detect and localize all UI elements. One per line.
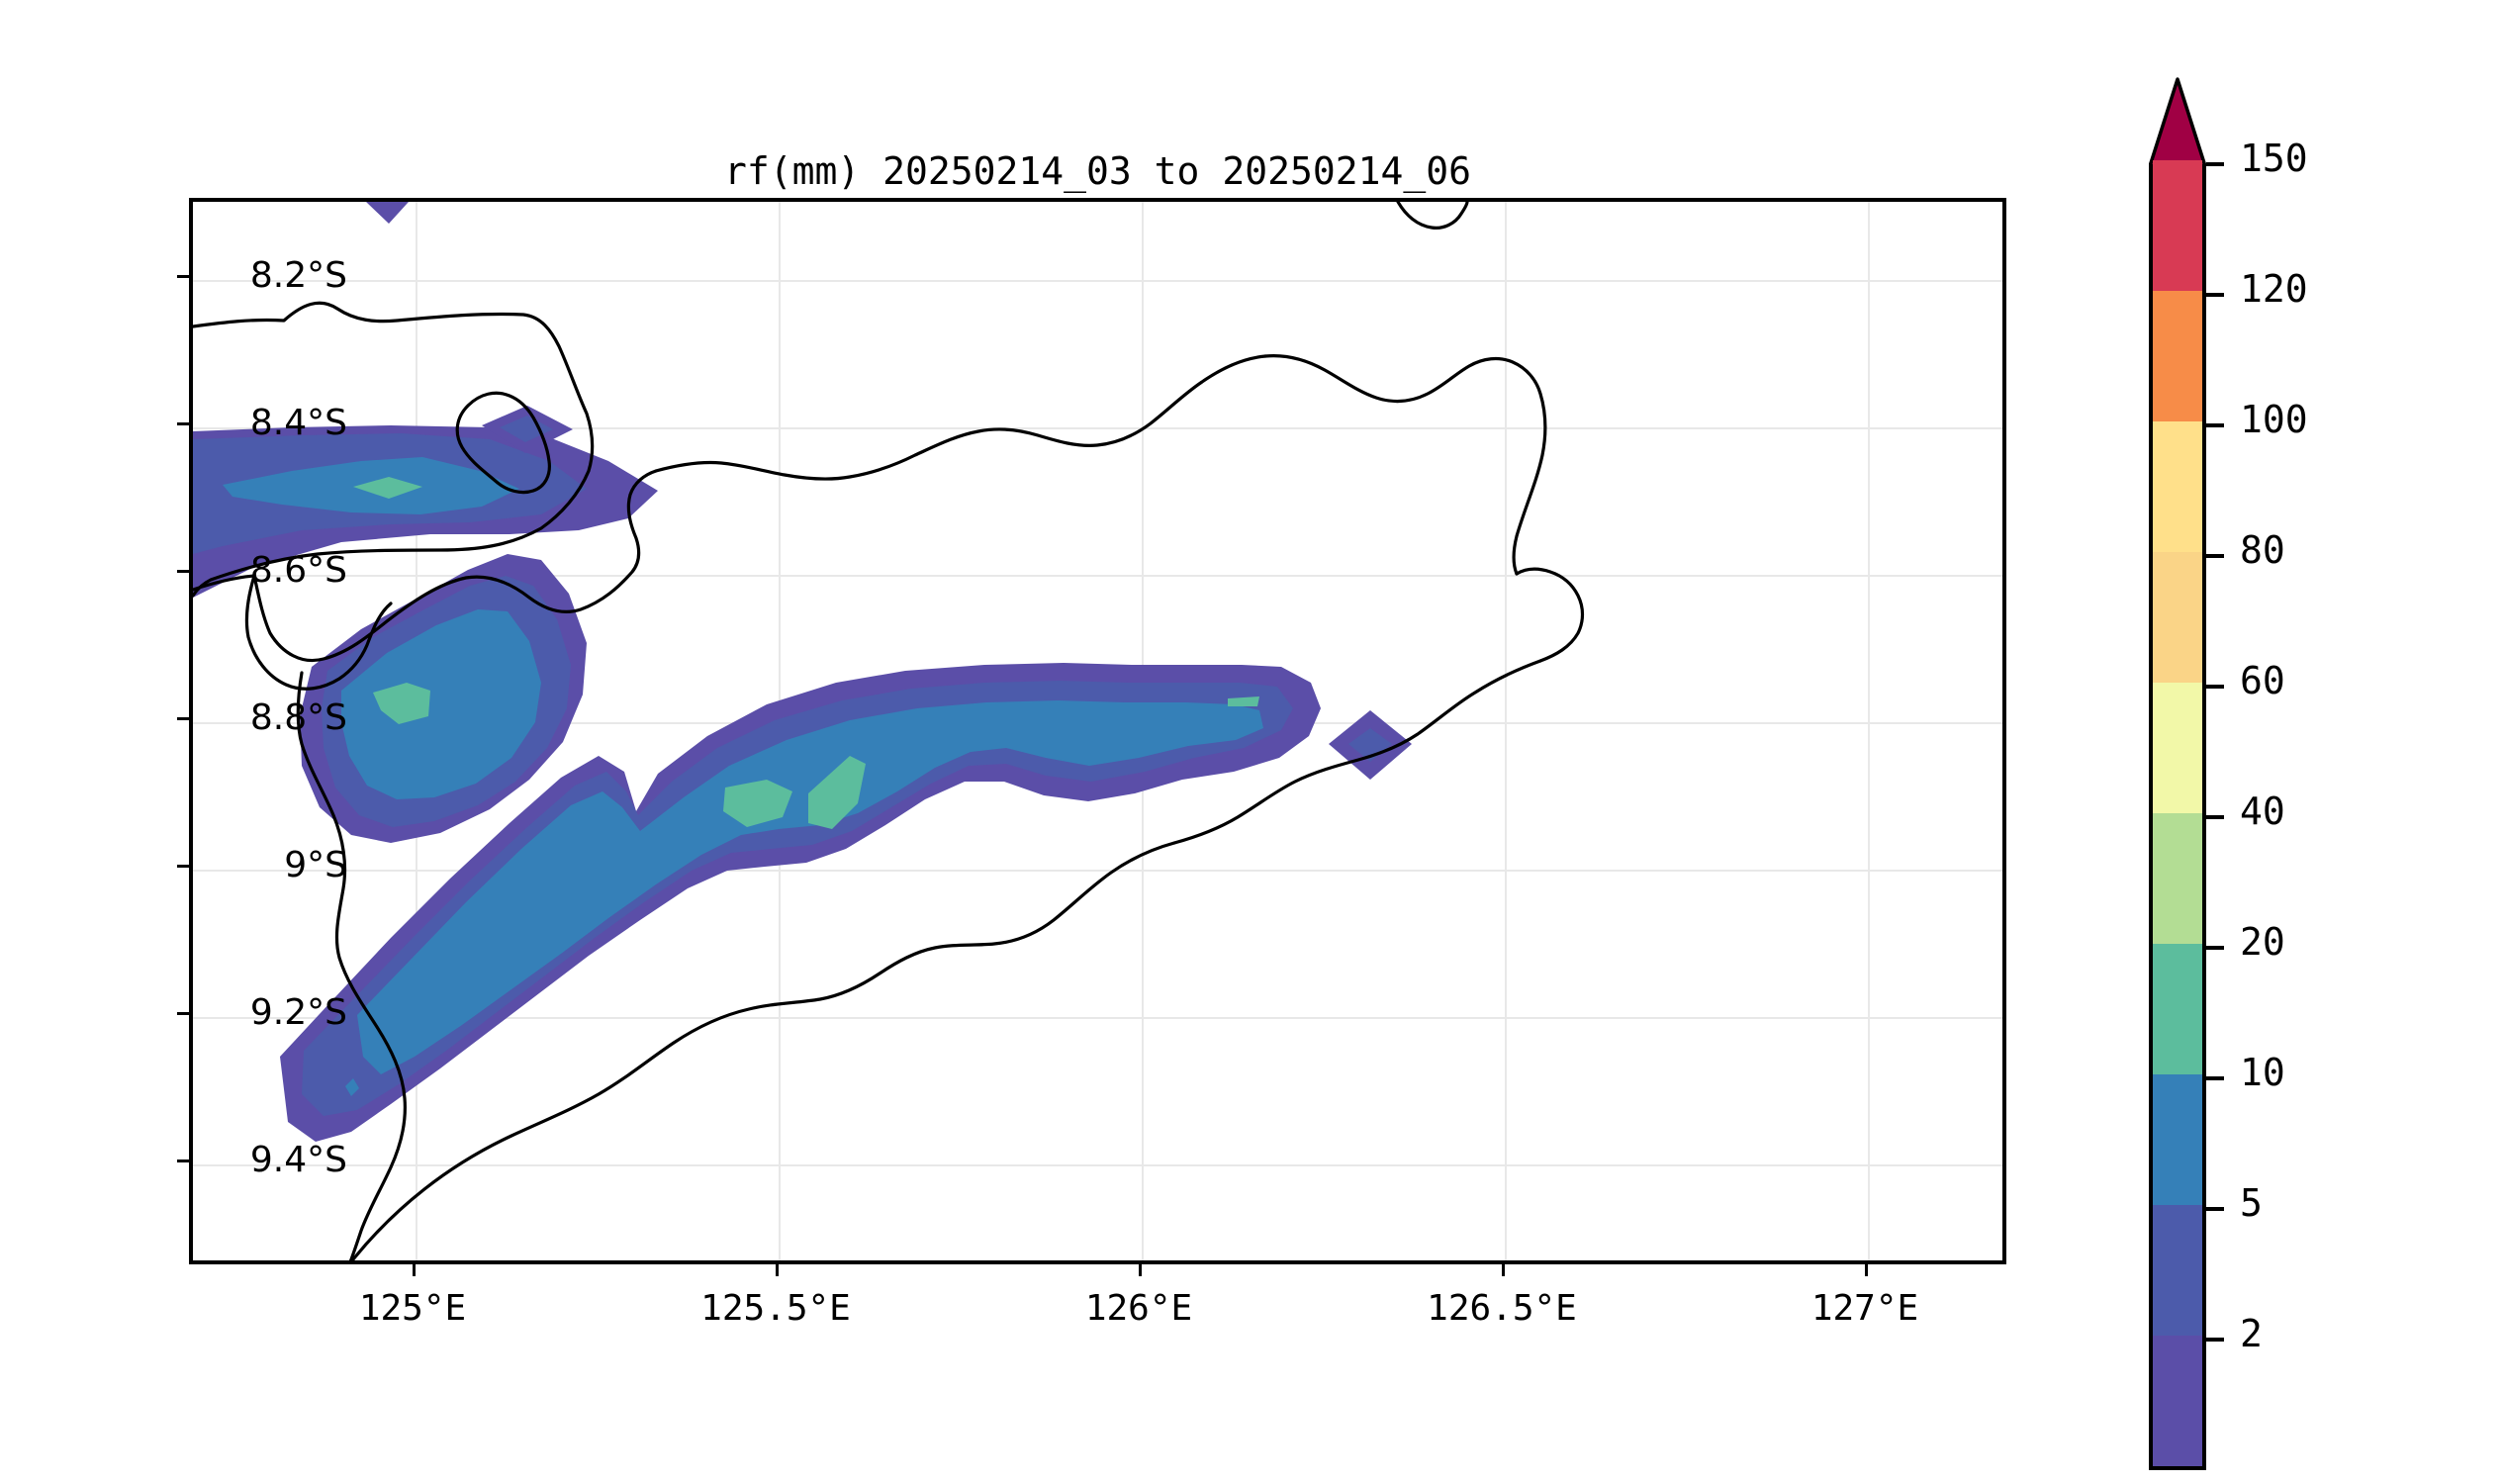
coastline-north-main [654, 354, 1267, 481]
colorbar-bands[interactable] [2149, 160, 2206, 1470]
map-plot-area [189, 198, 2006, 1264]
gridline-lat-8-2 [193, 280, 2002, 282]
contour-group-atauro [482, 406, 573, 453]
contour-band-5-10 [1348, 728, 1392, 762]
colorbar-tick-20 [2206, 946, 2224, 950]
ytick-mark-8-4 [177, 422, 189, 425]
contour-group-central [300, 554, 587, 843]
ytick-mark-9-4 [177, 1159, 189, 1162]
gridline-lat-8-4 [193, 427, 2002, 429]
contour-band-20-40 [808, 756, 866, 829]
contour-band-10-20 [357, 700, 1263, 1074]
coastline-atauro-island [455, 391, 551, 495]
xtick-label-125-5: 125.5°E [700, 1288, 851, 1329]
contour-band-5-10 [500, 416, 553, 442]
gridline-lat-9-0 [193, 870, 2002, 872]
colorbar-tick-100 [2206, 423, 2224, 427]
colorbar-band-20-40 [2153, 944, 2202, 1074]
xtick-mark-125-5 [776, 1264, 779, 1276]
colorbar-band-120-150a [2153, 291, 2202, 421]
xtick-label-125: 125°E [358, 1288, 467, 1329]
colorbar-label-150: 150 [2240, 137, 2308, 180]
colorbar-band-40-60 [2153, 813, 2202, 944]
xtick-label-127: 127°E [1810, 1288, 1919, 1329]
ytick-label-9-0: 9°S [284, 845, 347, 885]
colorbar[interactable]: 150 120 100 80 60 40 20 10 5 2 [2149, 38, 2485, 1470]
colorbar-label-10: 10 [2240, 1051, 2285, 1094]
colorbar-band-60-80 [2153, 683, 2202, 813]
colorbar-label-20: 20 [2240, 920, 2285, 964]
gridline-lat-9-4 [193, 1164, 2002, 1166]
coastline-north-east [1263, 354, 1547, 576]
ytick-label-9-4: 9.4°S [249, 1140, 347, 1180]
colorbar-tick-40 [2206, 815, 2224, 819]
xtick-label-126-5: 126.5°E [1427, 1288, 1577, 1329]
colorbar-label-100: 100 [2240, 398, 2308, 441]
contour-band-20-40 [373, 683, 430, 724]
xtick-mark-125 [413, 1264, 416, 1276]
colorbar-band-2-5 [2153, 1336, 2202, 1466]
xtick-mark-127 [1865, 1264, 1868, 1276]
colorbar-band-80-100 [2153, 552, 2202, 683]
map-canvas [193, 202, 2002, 1260]
coastline-southwest [296, 671, 407, 1260]
ytick-label-8-6: 8.6°S [249, 550, 347, 591]
colorbar-tick-2 [2206, 1338, 2224, 1342]
colorbar-label-60: 60 [2240, 659, 2285, 702]
contour-layer [193, 202, 1585, 1260]
gridline-lon-127 [1868, 202, 1870, 1260]
coastline-east-tip [1515, 567, 1585, 663]
colorbar-tick-80 [2206, 554, 2224, 558]
xtick-label-126: 126°E [1084, 1288, 1193, 1329]
coastline-southeast [1172, 659, 1542, 845]
colorbar-tick-60 [2206, 685, 2224, 689]
colorbar-label-40: 40 [2240, 789, 2285, 833]
ytick-mark-8-6 [177, 570, 189, 573]
colorbar-band-10-20 [2153, 1074, 2202, 1205]
colorbar-label-2: 2 [2240, 1312, 2263, 1355]
ytick-mark-9-2 [177, 1012, 189, 1015]
colorbar-band-150 [2153, 160, 2202, 291]
ytick-mark-9-0 [177, 865, 189, 868]
ytick-label-9-2: 9.2°S [249, 992, 347, 1033]
coastline-northwest [193, 301, 595, 598]
colorbar-label-120: 120 [2240, 267, 2308, 311]
contour-band-20-40 [1228, 696, 1259, 706]
gridline-lon-126-5 [1505, 202, 1507, 1260]
ytick-mark-8-2 [177, 275, 189, 278]
chart-title-line1: rf(mm) 20250214_03 to 20250214_06 [724, 149, 1471, 193]
ytick-mark-8-8 [177, 717, 189, 720]
colorbar-tick-150 [2206, 162, 2224, 166]
coastline-islet-northeast [1396, 202, 1469, 230]
ytick-label-8-2: 8.2°S [249, 255, 347, 296]
contour-band-10-20 [341, 609, 541, 799]
xtick-mark-126 [1139, 1264, 1142, 1276]
coastline-south [350, 841, 1176, 1260]
coastline-west-south [193, 469, 658, 663]
contour-group-nw [193, 425, 658, 598]
colorbar-band-5-10 [2153, 1205, 2202, 1336]
contour-band-20-40 [723, 780, 792, 827]
colorbar-tick-10 [2206, 1076, 2224, 1080]
contour-band-2-5 [280, 663, 1321, 1142]
colorbar-band-100-120 [2153, 421, 2202, 552]
xtick-mark-126-5 [1502, 1264, 1505, 1276]
ytick-label-8-8: 8.8°S [249, 697, 347, 738]
contour-band-20-40 [353, 477, 422, 499]
coastline-west-bay [244, 574, 393, 691]
coastline-layer [193, 202, 1585, 1260]
colorbar-tick-5 [2206, 1207, 2224, 1211]
contour-patch-north-edge [366, 202, 409, 224]
colorbar-tick-120 [2206, 293, 2224, 297]
ytick-label-8-4: 8.4°S [249, 403, 347, 443]
colorbar-extend-max-arrow [2149, 77, 2206, 168]
colorbar-label-5: 5 [2240, 1181, 2263, 1225]
colorbar-label-80: 80 [2240, 528, 2285, 572]
gridline-lat-9-2 [193, 1017, 2002, 1019]
contour-group-east-patch [1329, 710, 1412, 780]
contour-band-5-10 [345, 1078, 359, 1096]
gridline-lat-8-6 [193, 575, 2002, 577]
